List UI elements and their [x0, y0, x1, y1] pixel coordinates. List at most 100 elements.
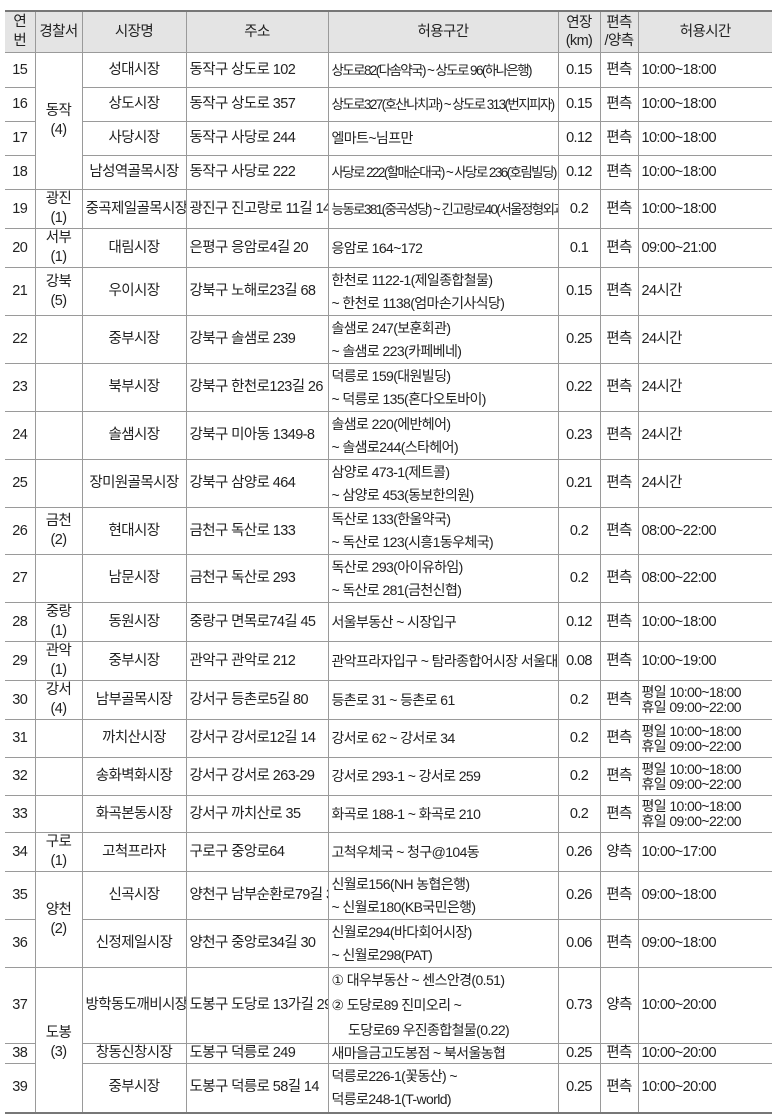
- table-row: 32 송화벽화시장 강서구 강서로 263-29 강서로 293-1 ~ 강서로 25…: [5, 757, 772, 796]
- section-line: 솔샘로 247(보훈회관): [331, 319, 452, 336]
- side: 편측: [599, 602, 639, 642]
- police-station: [34, 459, 83, 508]
- police-station: 구로 (1): [34, 832, 83, 872]
- table-row: 27 남문시장 금천구 독산로 293 독산로 293(아이유하임) ~ 독산로 281…: [5, 554, 772, 603]
- row-number: 25: [5, 459, 36, 508]
- address: 강서구 등촌로5길 80: [185, 680, 329, 720]
- length-km: 0.26: [557, 832, 601, 872]
- police-station: 강북 (5): [34, 267, 83, 316]
- address: 강서구 강서로 263-29: [185, 757, 329, 796]
- length-km: 0.2: [557, 680, 601, 720]
- permitted-hours: 24시간: [637, 411, 772, 460]
- side: 양측: [599, 832, 639, 872]
- side: 편측: [599, 919, 639, 968]
- section-line: 사당로 222(할매순대국) ~ 사당로 236(호림빌딩): [331, 165, 558, 180]
- permitted-section: 상도로82(다솜약국) ~ 상도로 96(하나은행): [327, 52, 559, 88]
- market-name: 상도시장: [81, 87, 187, 122]
- header-col-market: 시장명: [81, 10, 187, 53]
- hours-line: 10:00~18:00: [641, 130, 717, 146]
- police-station: 도봉 (3): [34, 967, 83, 1113]
- length-km: 0.2: [557, 554, 601, 603]
- address: 동작구 상도로 357: [185, 87, 329, 122]
- side: 편측: [599, 554, 639, 603]
- market-name: 솔샘시장: [81, 411, 187, 460]
- row-number: 28: [5, 602, 36, 642]
- hours-line: 평일 10:00~18:00: [641, 760, 742, 777]
- table-row: 31 까치산시장 강서구 강서로12길 14 강서로 62 ~ 강서로 34 0.2 편측…: [5, 719, 772, 758]
- address: 동작구 상도로 102: [185, 52, 329, 88]
- market-name: 신정제일시장: [81, 919, 187, 968]
- permitted-section: 삼양로 473-1(제트콜) ~ 삼양로 453(동보한의원): [327, 459, 559, 508]
- permitted-section: 강서로 62 ~ 강서로 34: [327, 719, 559, 758]
- row-number: 32: [5, 757, 36, 796]
- side: 편측: [599, 1043, 639, 1064]
- section-line: 솔샘로 220(에반헤어): [331, 415, 452, 432]
- row-number: 24: [5, 411, 36, 460]
- section-line: 능동로381(중곡성당) ~ 긴고랑로40(서울정형외과): [331, 201, 558, 217]
- table-row: 37 도봉 (3) 방학동도깨비시장 도봉구 도당로 13가길 29 ① 대우부동산 ~…: [5, 967, 772, 1113]
- address: 도봉구 덕릉로 249: [185, 1043, 329, 1064]
- section-line: 고척우체국 ~ 청구@104동: [331, 843, 480, 860]
- length-km: 0.15: [557, 87, 601, 122]
- permitted-hours: 10:00~20:00: [637, 967, 772, 1044]
- table-row: 35 양천 (2) 신곡시장 양천구 남부순환로79길 37 신월로156(NH 농협은…: [5, 871, 772, 968]
- hours-line: 10:00~18:00: [641, 164, 717, 180]
- table-row: 24 솔샘시장 강북구 미아동 1349-8 솔샘로 220(에반헤어) ~ 솔샘로24…: [5, 411, 772, 460]
- permitted-hours: 09:00~18:00: [637, 919, 772, 968]
- address: 중랑구 면목로74길 45: [185, 602, 329, 642]
- permitted-hours: 10:00~18:00: [637, 121, 772, 156]
- hours-line: 휴일 09:00~22:00: [641, 775, 742, 792]
- table-row: 29 관악 (1) 중부시장 관악구 관악로 212 관악프라자입구 ~ 탐라종합어시장…: [5, 641, 772, 681]
- length-km: 0.06: [557, 919, 601, 968]
- hours-line: 휴일 09:00~22:00: [641, 737, 742, 754]
- permitted-hours: 10:00~17:00: [637, 832, 772, 872]
- market-name: 남성역골목시장: [81, 155, 187, 190]
- section-line: 응암로 164~172: [331, 239, 423, 256]
- row-number: 36: [5, 919, 36, 968]
- section-line: 관악프라자입구 ~ 탐라종합어시장 서울대점: [331, 652, 558, 669]
- section-line: 도당로69 우진종합철물(0.22): [331, 1022, 510, 1038]
- address: 강북구 솔샘로 239: [185, 315, 329, 364]
- table-row: 20 서부 (1) 대림시장 은평구 응암로4길 20 응암로 164~172 0.1 편측…: [5, 228, 772, 268]
- table-row: 26 금천 (2) 현대시장 금천구 독산로 133 독산로 133(한울약국) ~ 독산…: [5, 507, 772, 555]
- table-row: 34 구로 (1) 고척프라자 구로구 중앙로64 고척우체국 ~ 청구@104동 0.2…: [5, 832, 772, 872]
- section-line: ~ 한천로 1138(엄마손기사식당): [331, 294, 505, 311]
- section-line: ~ 독산로 281(금천신협): [331, 581, 462, 598]
- permitted-section: 강서로 293-1 ~ 강서로 259: [327, 757, 559, 796]
- hours-line: 휴일 09:00~22:00: [641, 813, 742, 829]
- length-km: 0.2: [557, 757, 601, 796]
- market-name: 까치산시장: [81, 719, 187, 758]
- header-col-police: 경찰서: [34, 10, 83, 53]
- permitted-section: 덕릉로226-1(꽃동산) ~ 덕릉로248-1(T-world): [327, 1063, 559, 1113]
- permitted-hours: 평일 10:00~18:00 휴일 09:00~22:00: [637, 757, 772, 796]
- row-number: 15: [5, 52, 36, 88]
- table-row: 36 신정제일시장 양천구 중앙로34길 30 신월로294(바다회어시장) ~ 신월로…: [5, 919, 772, 968]
- header-col-section: 허용구간: [327, 10, 559, 53]
- permitted-section: 고척우체국 ~ 청구@104동: [327, 832, 559, 872]
- length-km: 0.12: [557, 602, 601, 642]
- table-row: 18 남성역골목시장 동작구 사당로 222 사당로 222(할매순대국) ~ 사당로…: [5, 155, 772, 190]
- permitted-hours: 10:00~18:00: [637, 602, 772, 642]
- permitted-section: 엘마트~님프만: [327, 121, 559, 156]
- permitted-hours: 09:00~18:00: [637, 871, 772, 920]
- police-station: [34, 315, 83, 364]
- section-line: 서울부동산 ~ 시장입구: [331, 613, 457, 630]
- row-number: 23: [5, 363, 36, 412]
- section-line: 강서로 62 ~ 강서로 34: [331, 730, 456, 746]
- length-km: 0.2: [557, 507, 601, 555]
- length-km: 0.25: [557, 1043, 601, 1064]
- hours-line: 10:00~20:00: [641, 1079, 717, 1096]
- length-km: 0.12: [557, 121, 601, 156]
- table-row: 23 북부시장 강북구 한천로123길 26 덕릉로 159(대원빌딩) ~ 덕릉로 1…: [5, 363, 772, 412]
- side: 편측: [599, 1063, 639, 1113]
- permitted-hours: 10:00~18:00: [637, 155, 772, 190]
- permitted-hours: 평일 10:00~18:00 휴일 09:00~22:00: [637, 680, 772, 720]
- side: 편측: [599, 507, 639, 555]
- row-number: 21: [5, 267, 36, 316]
- table-row: 22 중부시장 강북구 솔샘로 239 솔샘로 247(보훈회관) ~ 솔샘로 223(…: [5, 315, 772, 364]
- permitted-section: 한천로 1122-1(제일종합철물) ~ 한천로 1138(엄마손기사식당): [327, 267, 559, 316]
- table-row: 33 화곡본동시장 강서구 까치산로 35 화곡로 188-1 ~ 화곡로 210 0.…: [5, 795, 772, 833]
- market-name: 장미원골목시장: [81, 459, 187, 508]
- side: 편측: [599, 641, 639, 681]
- permitted-hours: 24시간: [637, 315, 772, 364]
